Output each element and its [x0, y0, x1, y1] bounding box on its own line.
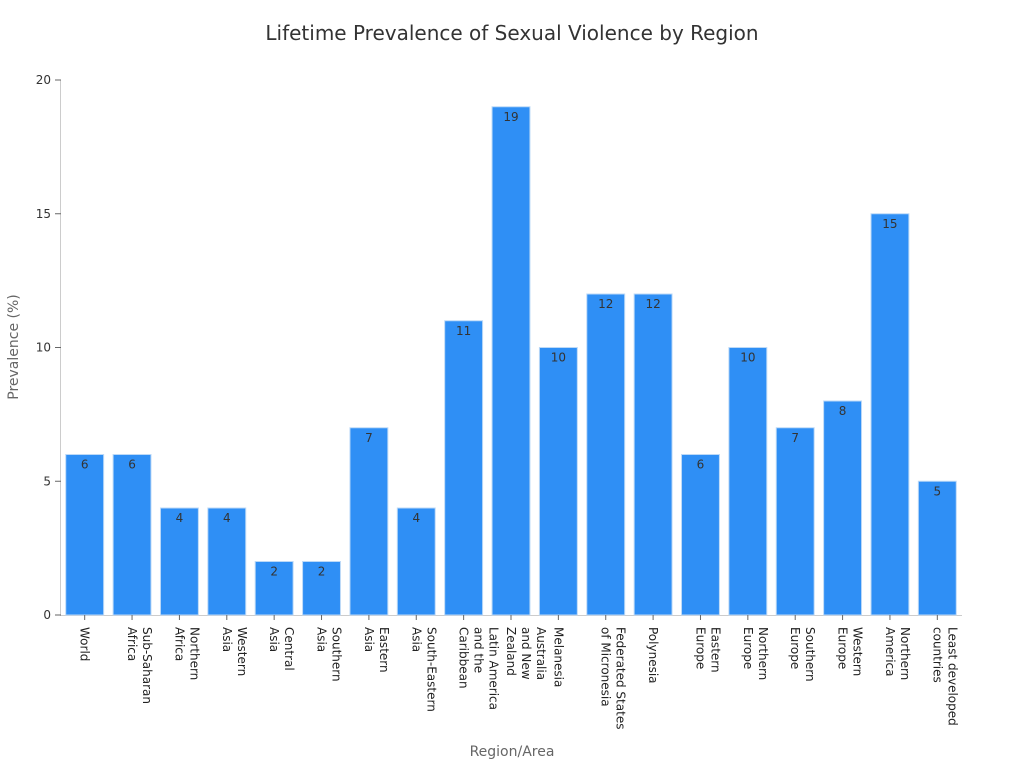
- bar-value-label: 4: [223, 511, 231, 525]
- bar-value-label: 19: [503, 110, 518, 124]
- bar-value-label: 4: [176, 511, 184, 525]
- bar: [302, 561, 341, 616]
- x-tick-label: Least developedcountries: [930, 627, 959, 726]
- x-tick-label: EasternAsia: [362, 627, 391, 673]
- svg-text:EasternEurope: EasternEurope: [693, 627, 722, 673]
- svg-text:Polynesia: Polynesia: [646, 627, 660, 684]
- y-axis-ticks: 0 5 10 15 20: [36, 73, 61, 622]
- bar: [112, 454, 152, 616]
- svg-text:NorthernAfrica: NorthernAfrica: [172, 627, 201, 680]
- svg-text:CentralAsia: CentralAsia: [267, 627, 296, 671]
- svg-text:NorthernEurope: NorthernEurope: [741, 627, 770, 680]
- x-tick-label: WesternAsia: [220, 627, 249, 676]
- y-tick-label: 20: [36, 73, 51, 87]
- x-tick-label: Federated Statesof Micronesia: [599, 627, 628, 729]
- bar-value-label: 8: [839, 404, 847, 418]
- bar: [444, 320, 484, 616]
- svg-text:Latin Americaand theCaribbean: Latin Americaand theCaribbean: [457, 627, 501, 710]
- bar-value-label: 5: [933, 484, 941, 498]
- x-tick-label: SouthernEurope: [788, 627, 817, 682]
- x-axis-ticks: World Sub-SaharanAfrica NorthernAfrica West…: [78, 615, 959, 729]
- y-axis-title: Prevalence (%): [6, 294, 22, 400]
- bar-value-label: 4: [412, 511, 420, 525]
- x-tick-label: Australiaand NewZealand: [504, 627, 548, 680]
- x-tick-label: NorthernAfrica: [172, 627, 201, 680]
- bar-value-label: 15: [882, 217, 897, 231]
- y-tick-label: 5: [43, 474, 51, 488]
- bar: [633, 293, 673, 616]
- y-tick-label: 15: [36, 207, 51, 221]
- bar-value-label: 10: [740, 351, 755, 365]
- bar-value-label: 7: [365, 431, 373, 445]
- x-tick-label: WesternEurope: [836, 627, 865, 676]
- bar: [207, 507, 247, 616]
- x-tick-label: World: [78, 627, 92, 661]
- svg-text:Federated Statesof Micronesia: Federated Statesof Micronesia: [599, 627, 628, 729]
- bar-value-label: 12: [598, 297, 613, 311]
- svg-text:Melanesia: Melanesia: [551, 627, 565, 687]
- x-tick-label: SouthernAsia: [315, 627, 344, 682]
- y-tick-label: 10: [36, 341, 51, 355]
- bar-value-label: 7: [791, 431, 799, 445]
- svg-text:Least developedcountries: Least developedcountries: [930, 627, 959, 726]
- x-tick-label: Polynesia: [646, 627, 660, 684]
- svg-text:SouthernEurope: SouthernEurope: [788, 627, 817, 682]
- bar-value-label: 2: [318, 565, 326, 579]
- svg-text:EasternAsia: EasternAsia: [362, 627, 391, 673]
- bar-value-label: 6: [81, 458, 89, 472]
- bar-series: [65, 106, 957, 616]
- svg-text:WesternEurope: WesternEurope: [836, 627, 865, 676]
- svg-text:Sub-SaharanAfrica: Sub-SaharanAfrica: [125, 627, 154, 704]
- bar: [254, 561, 294, 616]
- bar: [728, 347, 768, 616]
- bar-value-labels: 6 6 4 4 2 2 7 4 11 19 10 12 12 6 10 7 8 15 5: [81, 110, 941, 579]
- bar: [681, 454, 720, 616]
- bar: [870, 213, 910, 616]
- chart-title: Lifetime Prevalence of Sexual Violence b…: [265, 21, 758, 45]
- svg-text:Australiaand NewZealand: Australiaand NewZealand: [504, 627, 548, 680]
- bar: [775, 427, 815, 616]
- x-tick-label: Melanesia: [551, 627, 565, 687]
- x-tick-label: Sub-SaharanAfrica: [125, 627, 154, 704]
- bar: [396, 507, 436, 616]
- bar: [349, 427, 389, 616]
- bar: [65, 454, 105, 616]
- bar-value-label: 12: [645, 297, 660, 311]
- x-tick-label: Latin Americaand theCaribbean: [457, 627, 501, 710]
- x-tick-label: NorthernEurope: [741, 627, 770, 680]
- y-tick-label: 0: [43, 608, 51, 622]
- svg-text:South-EasternAsia: South-EasternAsia: [409, 627, 438, 712]
- bar: [823, 400, 863, 616]
- svg-text:SouthernAsia: SouthernAsia: [315, 627, 344, 682]
- svg-text:NorthernAmerica: NorthernAmerica: [883, 627, 912, 680]
- x-axis-title: Region/Area: [470, 744, 555, 760]
- bar: [917, 480, 957, 616]
- bar-value-label: 2: [270, 565, 278, 579]
- x-tick-label: EasternEurope: [693, 627, 722, 673]
- x-tick-label: NorthernAmerica: [883, 627, 912, 680]
- svg-text:WesternAsia: WesternAsia: [220, 627, 249, 676]
- bar-value-label: 11: [456, 324, 471, 338]
- x-tick-label: CentralAsia: [267, 627, 296, 671]
- bar: [538, 347, 578, 616]
- bar-value-label: 6: [128, 458, 136, 472]
- bar-value-label: 6: [697, 458, 705, 472]
- bar-value-label: 10: [551, 351, 566, 365]
- svg-text:World: World: [78, 627, 92, 661]
- bar: [491, 106, 531, 616]
- x-tick-label: South-EasternAsia: [409, 627, 438, 712]
- bar: [586, 293, 626, 616]
